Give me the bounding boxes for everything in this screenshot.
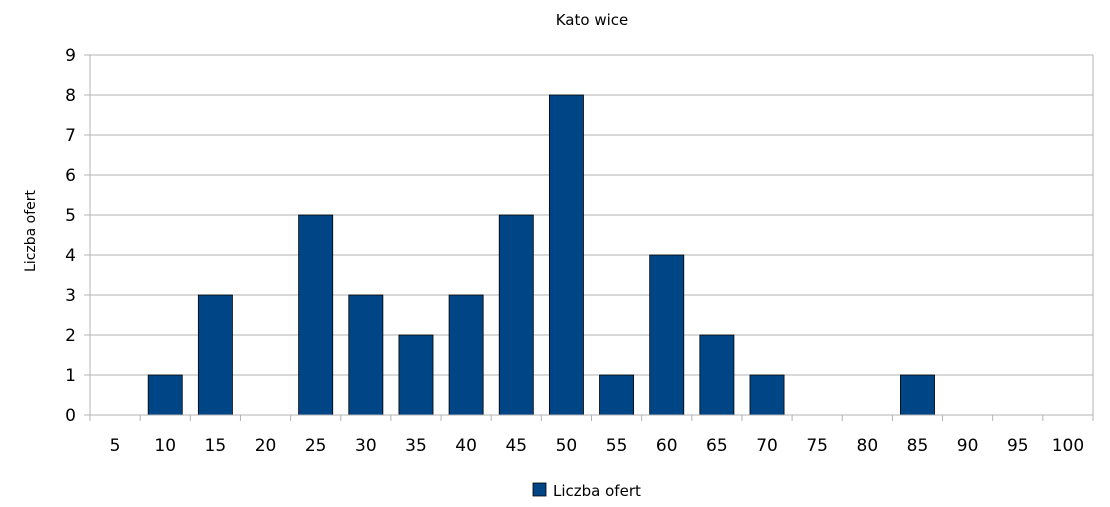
- x-tick-label: 10: [154, 436, 176, 456]
- legend: Liczba ofert: [532, 482, 641, 500]
- x-tick-label: 100: [1052, 436, 1084, 456]
- x-tick-label: 65: [706, 436, 728, 456]
- x-tick-label: 5: [110, 436, 121, 456]
- bar: [548, 94, 584, 416]
- bar: [398, 334, 434, 416]
- legend-label: Liczba ofert: [553, 482, 641, 500]
- chart-title: Kato wice: [556, 11, 629, 29]
- y-tick-label: 3: [65, 286, 76, 306]
- bar: [147, 374, 183, 416]
- x-tick-label: 50: [556, 436, 578, 456]
- x-tick-label: 70: [756, 436, 778, 456]
- bar: [348, 294, 384, 416]
- y-axis-ticks: 0 1 2 3 4 5 6 7 8 9: [65, 46, 90, 426]
- bar: [900, 374, 935, 416]
- bar: [448, 294, 484, 416]
- y-tick-label: 2: [65, 326, 76, 346]
- bar: [699, 334, 735, 416]
- y-tick-label: 1: [65, 366, 76, 386]
- x-tick-label: 85: [907, 436, 929, 456]
- legend-swatch: [532, 482, 547, 497]
- bar: [599, 374, 635, 416]
- y-tick-label: 4: [65, 246, 76, 266]
- y-tick-label: 5: [65, 206, 76, 226]
- bars: [147, 94, 935, 416]
- y-tick-label: 7: [65, 126, 76, 146]
- y-tick-label: 8: [65, 86, 76, 106]
- x-tick-label: 90: [957, 436, 979, 456]
- x-tick-label: 55: [606, 436, 628, 456]
- x-tick-label: 95: [1007, 436, 1029, 456]
- x-tick-label: 75: [806, 436, 828, 456]
- x-tick-label: 15: [205, 436, 227, 456]
- y-tick-label: 0: [65, 406, 76, 426]
- y-tick-label: 9: [65, 46, 76, 66]
- y-tick-label: 6: [65, 166, 76, 186]
- bar: [498, 214, 534, 416]
- x-tick-label: 30: [355, 436, 377, 456]
- bar: [649, 254, 685, 416]
- y-axis-title: Liczba ofert: [23, 189, 39, 272]
- bar: [298, 214, 334, 416]
- x-tick-label: 25: [305, 436, 327, 456]
- x-tick-label: 20: [255, 436, 277, 456]
- x-tick-label: 40: [455, 436, 477, 456]
- bar: [749, 374, 785, 416]
- x-tick-label: 45: [505, 436, 527, 456]
- bar: [197, 294, 233, 416]
- x-tick-label: 35: [405, 436, 427, 456]
- x-tick-label: 60: [656, 436, 678, 456]
- x-tick-label: 80: [857, 436, 879, 456]
- x-axis-ticks: 5 10 15 20 25 30 35 40 45 50 55 60 65 70 75 80 85 90 95 100: [89, 415, 1094, 456]
- gridlines: [90, 54, 1093, 376]
